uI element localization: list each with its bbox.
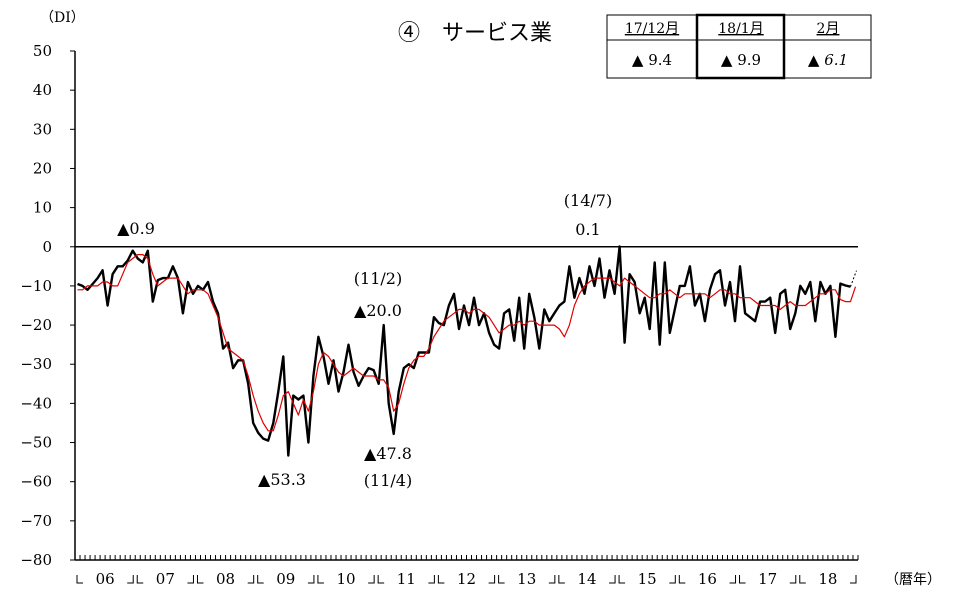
x-tick-label: 06 (96, 570, 115, 588)
y-tick-label: −50 (20, 434, 52, 452)
table-value: ▲ 6.1 (808, 51, 848, 69)
x-tick-label: 16 (698, 570, 717, 588)
x-axis-unit: （暦年） (885, 572, 941, 588)
summary-table-border (606, 14, 872, 79)
y-tick-label: −10 (20, 277, 52, 295)
x-year-bracket (678, 575, 686, 584)
x-tick-label: 18 (818, 570, 837, 588)
y-tick-label: 20 (33, 159, 52, 177)
x-year-bracket (428, 575, 435, 584)
x-tick-label: 07 (156, 570, 175, 588)
annotation-2011-02-value: ▲20.0 (354, 301, 402, 320)
x-tick-label: 09 (276, 570, 295, 588)
y-tick-label: −20 (20, 316, 52, 334)
y-tick-label: 10 (33, 199, 52, 217)
summary-table-highlight (695, 13, 786, 80)
series-line-di (77, 245, 851, 457)
x-tick-label: 15 (638, 570, 657, 588)
x-year-bracket (307, 575, 315, 584)
table-value: ▲ 9.9 (721, 51, 761, 69)
summary-table: 17/12月 18/1月 2月 ▲ 9.4 ▲ 9.9 ▲ 6.1 (606, 13, 872, 80)
y-axis-unit: （DI） (40, 10, 85, 26)
x-tick-label: 17 (758, 570, 777, 588)
y-tick-label: −60 (20, 473, 52, 491)
y-tick-label: −80 (20, 551, 52, 569)
x-year-bracket (127, 575, 134, 584)
y-tick-label: −70 (20, 512, 52, 530)
series-layer (77, 245, 857, 457)
table-header: 2月 (817, 21, 840, 37)
annotation-2014-07-date: (14/7) (564, 191, 612, 210)
x-tick-label: 12 (457, 570, 476, 588)
x-year-bracket (609, 575, 616, 584)
x-year-bracket (488, 575, 496, 584)
x-year-bracket (850, 575, 857, 584)
y-tick-label: 30 (33, 120, 52, 138)
x-year-bracket (368, 575, 375, 584)
x-tick-label: 10 (336, 570, 355, 588)
x-year-bracket (377, 575, 385, 584)
x-year-bracket (799, 575, 806, 584)
x-year-bracket (257, 575, 264, 584)
table-header: 18/1月 (718, 21, 763, 37)
annotation-2006-peak: ▲0.9 (117, 219, 155, 238)
x-year-bracket (558, 575, 565, 584)
x-year-bracket (437, 575, 445, 584)
series-line-moving-average (77, 254, 857, 432)
x-year-bracket (196, 575, 204, 584)
x-year-bracket (618, 575, 626, 584)
x-year-bracket (739, 575, 746, 584)
x-tick-label: 13 (517, 570, 536, 588)
x-tick-label: 14 (577, 570, 596, 588)
forecast-dashed-line (850, 270, 857, 287)
x-year-bracket (136, 575, 144, 584)
y-tick-label: 0 (42, 238, 52, 256)
x-year-bracket (187, 575, 194, 584)
table-value: ▲ 9.4 (632, 51, 672, 69)
y-tick-label: −40 (20, 394, 52, 412)
y-axis-ticks: 50 40 30 20 10 0 −10 −20 −30 −40 −50 −60 −70 −80 (20, 42, 75, 569)
annotation-2014-07-value: 0.1 (575, 220, 600, 239)
x-year-bracket (669, 575, 676, 584)
y-tick-label: 40 (33, 81, 52, 99)
annotations: ▲0.9 ▲53.3 (11/2) ▲20.0 ▲47.8 (11/4) (14… (117, 191, 612, 490)
x-tick-label: 11 (397, 570, 416, 588)
table-header: 17/12月 (625, 21, 679, 37)
annotation-2011-02-date: (11/2) (354, 269, 402, 288)
x-year-bracket (247, 575, 255, 584)
x-year-bracket (729, 575, 737, 584)
annotation-2009-low: ▲53.3 (258, 470, 306, 489)
x-year-bracket (498, 575, 505, 584)
y-tick-label: 50 (33, 42, 52, 60)
axes (74, 51, 859, 561)
x-axis-ticks: 06 07 08 09 10 11 12 13 14 15 16 17 18 (76, 570, 857, 588)
chart-title: ④ サービス業 (398, 21, 552, 46)
x-year-bracket (317, 575, 324, 584)
x-year-bracket (789, 575, 797, 584)
annotation-2011-04-date: (11/4) (364, 471, 412, 490)
x-tick-label: 08 (216, 570, 235, 588)
x-year-bracket (76, 575, 83, 584)
x-year-bracket (548, 575, 556, 584)
y-tick-label: −30 (20, 355, 52, 373)
annotation-2011-04-value: ▲47.8 (364, 444, 412, 463)
